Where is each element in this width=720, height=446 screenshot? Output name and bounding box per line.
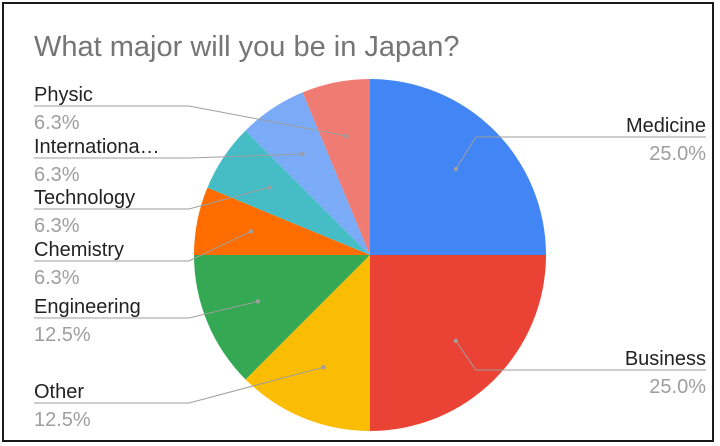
slice-percent-business: 25.0% xyxy=(649,376,706,398)
slice-percent-technology: 6.3% xyxy=(34,215,80,237)
slice-percent-physic: 6.3% xyxy=(34,112,80,134)
leader-line-internationa xyxy=(34,153,303,159)
pie-slice-chemistry xyxy=(194,187,370,255)
slice-label-physic: Physic xyxy=(34,84,93,106)
slice-label-internationa: Internationa… xyxy=(34,136,160,158)
leader-line-physic xyxy=(34,105,347,137)
slice-percent-internationa: 6.3% xyxy=(34,164,80,186)
pie-slice-physic xyxy=(302,79,370,255)
slice-label-engineering: Engineering xyxy=(34,296,141,318)
slice-percent-chemistry: 6.3% xyxy=(34,267,80,289)
leader-line-business xyxy=(455,340,706,371)
slice-label-medicine: Medicine xyxy=(626,115,706,137)
leader-line-chemistry xyxy=(34,230,252,262)
slice-label-other: Other xyxy=(34,381,84,403)
pie-slice-medicine xyxy=(370,79,546,255)
leader-line-engineering xyxy=(34,300,258,319)
slice-label-business: Business xyxy=(625,348,706,370)
leader-line-medicine xyxy=(455,136,706,170)
pie-chart: What major will you be in Japan? Medicin… xyxy=(34,31,706,431)
slice-label-technology: Technology xyxy=(34,187,135,209)
leader-line-technology xyxy=(34,187,270,210)
pie-slice-business xyxy=(370,255,546,431)
pie-slice-other xyxy=(245,255,370,431)
chart-frame: What major will you be in Japan? Medicin… xyxy=(2,2,714,442)
pie-slice-internationa xyxy=(245,92,370,255)
slice-percent-engineering: 12.5% xyxy=(34,324,91,346)
chart-title: What major will you be in Japan? xyxy=(34,31,460,63)
pie-slice-technology xyxy=(207,130,370,255)
slice-percent-other: 12.5% xyxy=(34,409,91,431)
leader-line-other xyxy=(34,366,324,404)
slice-percent-medicine: 25.0% xyxy=(649,143,706,165)
pie-slice-engineering xyxy=(194,255,370,380)
slice-label-chemistry: Chemistry xyxy=(34,239,124,261)
